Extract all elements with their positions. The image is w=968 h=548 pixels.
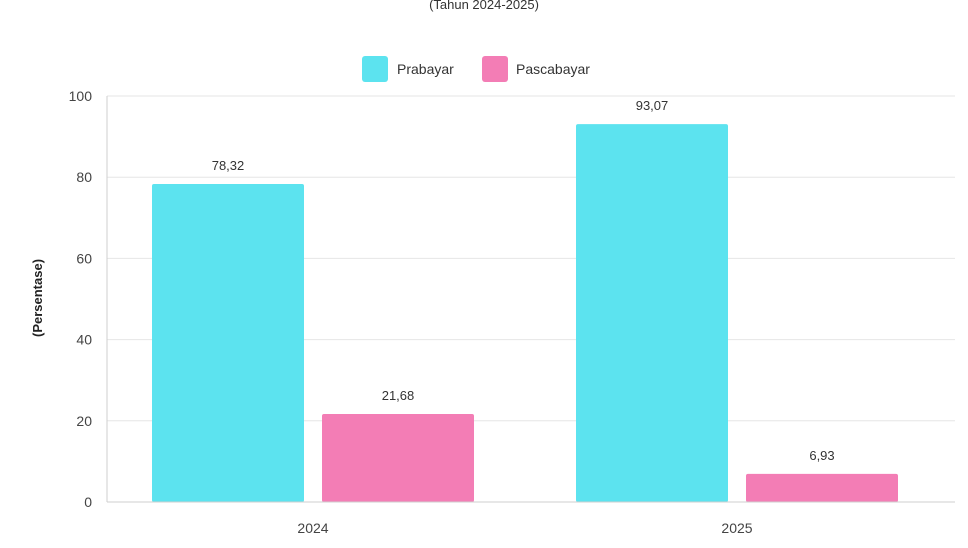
- legend: Prabayar Pascabayar: [362, 56, 590, 82]
- legend-label-pascabayar: Pascabayar: [516, 61, 590, 77]
- data-label: 93,07: [636, 98, 669, 113]
- y-tick-label: 0: [84, 494, 92, 510]
- bar-pascabayar-2024: [322, 413, 474, 502]
- chart-subtitle: (Tahun 2024-2025): [429, 0, 539, 12]
- bar-prabayar-2024: [152, 184, 304, 502]
- y-tick-label: 100: [69, 88, 93, 104]
- legend-swatch-prabayar: [362, 56, 388, 82]
- bar-pascabayar-2025: [746, 473, 898, 502]
- data-label: 21,68: [382, 388, 415, 403]
- y-tick-label: 60: [76, 250, 92, 266]
- y-tick-label: 20: [76, 413, 92, 429]
- legend-label-prabayar: Prabayar: [397, 61, 454, 77]
- legend-swatch-pascabayar: [482, 56, 508, 82]
- bar-prabayar-2025: [576, 124, 728, 502]
- axis-layer: 0 20 40 60 80 100 2024 2025: [69, 88, 955, 536]
- y-tick-label: 80: [76, 169, 92, 185]
- x-tick-label: 2025: [721, 520, 752, 536]
- data-label: 78,32: [212, 158, 245, 173]
- data-label: 6,93: [809, 448, 834, 463]
- bar-layer: [152, 124, 898, 502]
- data-label-layer: 78,32 21,68 93,07 6,93: [212, 98, 835, 463]
- y-axis-label: (Persentase): [30, 259, 45, 337]
- y-tick-label: 40: [76, 332, 92, 348]
- x-tick-label: 2024: [297, 520, 328, 536]
